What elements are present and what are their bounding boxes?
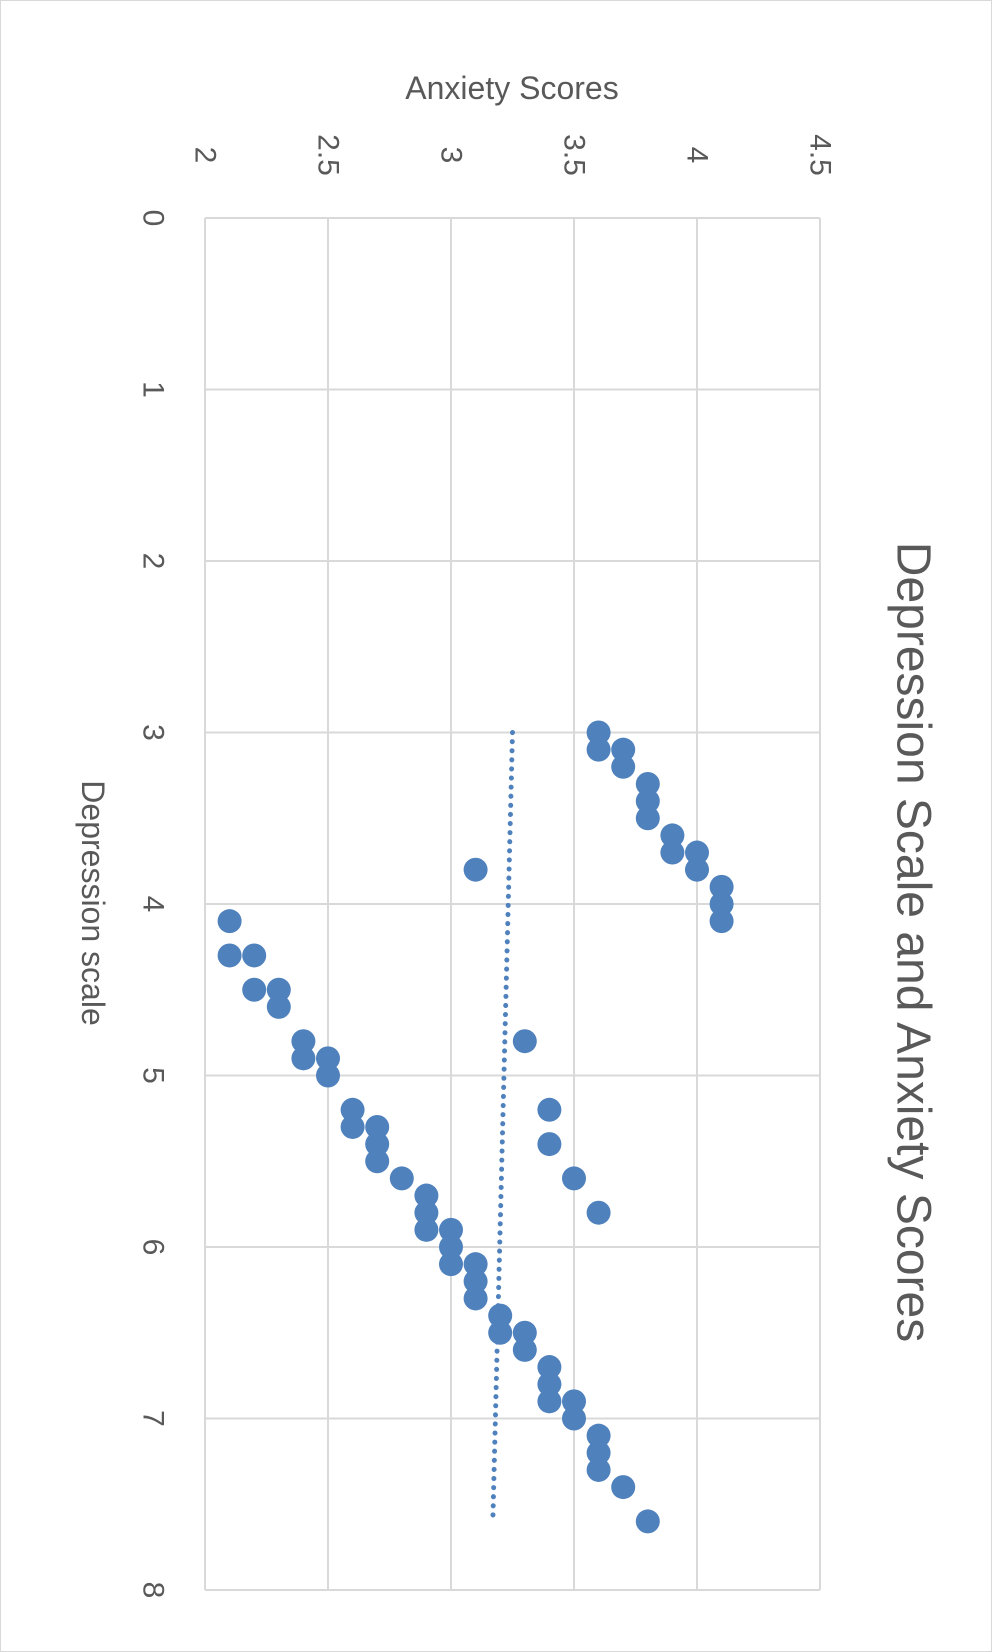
data-point <box>389 1166 414 1191</box>
data-point <box>414 1217 439 1242</box>
data-point <box>414 1200 439 1225</box>
data-point <box>537 1097 562 1122</box>
data-point <box>586 1457 611 1482</box>
data-point <box>463 1286 488 1311</box>
grid <box>204 217 821 1591</box>
data-point <box>439 1217 463 1242</box>
x-tick-label: 2 <box>137 553 170 570</box>
data-points <box>217 720 734 1534</box>
x-tick-label: 8 <box>137 1582 170 1599</box>
data-point <box>562 1389 586 1414</box>
data-point <box>537 1355 562 1380</box>
tick-labels: 0 1 2 3 4 5 6 7 8 2 2.5 3 3.5 4 4.5 <box>137 134 837 1598</box>
data-point <box>512 1337 537 1362</box>
data-point <box>365 1132 390 1157</box>
data-point <box>709 874 734 899</box>
chart-title: Depression Scale and Anxiety Scores <box>887 542 940 1342</box>
y-tick-label: 2.5 <box>312 134 345 176</box>
data-point <box>512 1029 537 1054</box>
data-point <box>709 892 734 916</box>
data-point <box>316 1063 340 1088</box>
data-point <box>537 1372 562 1397</box>
data-point <box>463 1252 488 1277</box>
data-point <box>586 720 611 745</box>
data-point <box>291 1029 316 1054</box>
trendline-layer <box>490 730 515 1524</box>
data-point <box>709 909 734 934</box>
data-point <box>414 1183 439 1208</box>
x-tick-label: 1 <box>137 381 170 398</box>
data-point <box>635 1509 660 1534</box>
data-point <box>586 1200 611 1225</box>
y-tick-label: 4.5 <box>804 134 837 176</box>
data-point <box>242 977 267 1002</box>
data-point <box>217 909 242 934</box>
x-tick-label: 0 <box>137 210 170 227</box>
data-point <box>611 754 636 779</box>
data-point <box>562 1406 586 1431</box>
data-point <box>365 1114 390 1139</box>
data-point <box>635 806 660 831</box>
x-tick-label: 5 <box>137 1067 170 1084</box>
data-point <box>463 1269 488 1294</box>
data-point <box>463 857 488 882</box>
data-point <box>660 840 685 865</box>
data-point <box>586 1440 611 1465</box>
data-point <box>611 1475 636 1500</box>
data-point <box>266 977 291 1002</box>
y-tick-label: 2 <box>189 147 222 164</box>
data-point <box>266 994 291 1019</box>
y-axis-title: Anxiety Scores <box>405 70 618 106</box>
y-tick-label: 3.5 <box>558 134 591 176</box>
data-point <box>537 1132 562 1157</box>
x-tick-label: 3 <box>137 724 170 741</box>
data-point <box>488 1320 513 1345</box>
data-point <box>635 771 660 796</box>
x-tick-label: 4 <box>137 896 170 913</box>
data-point <box>537 1389 562 1414</box>
data-point <box>512 1320 537 1345</box>
data-point <box>562 1166 586 1191</box>
data-point <box>439 1252 463 1277</box>
data-point <box>439 1235 463 1259</box>
trendline <box>490 730 515 1524</box>
x-tick-label: 7 <box>137 1410 170 1427</box>
data-point <box>586 1423 611 1448</box>
data-point <box>340 1097 365 1122</box>
data-point <box>217 943 242 968</box>
data-point <box>611 737 636 762</box>
data-point <box>291 1046 316 1071</box>
x-axis-title: Depression scale <box>75 780 111 1025</box>
data-point <box>685 857 709 882</box>
data-point <box>340 1114 365 1139</box>
data-point <box>488 1303 513 1328</box>
data-point <box>635 789 660 814</box>
y-tick-label: 4 <box>681 147 714 164</box>
data-point <box>316 1046 340 1071</box>
y-tick-label: 3 <box>435 147 468 164</box>
data-point <box>586 737 611 762</box>
x-tick-label: 6 <box>137 1239 170 1256</box>
data-point <box>685 840 709 865</box>
data-point <box>365 1149 390 1174</box>
data-point <box>242 943 267 968</box>
data-point <box>660 823 685 848</box>
